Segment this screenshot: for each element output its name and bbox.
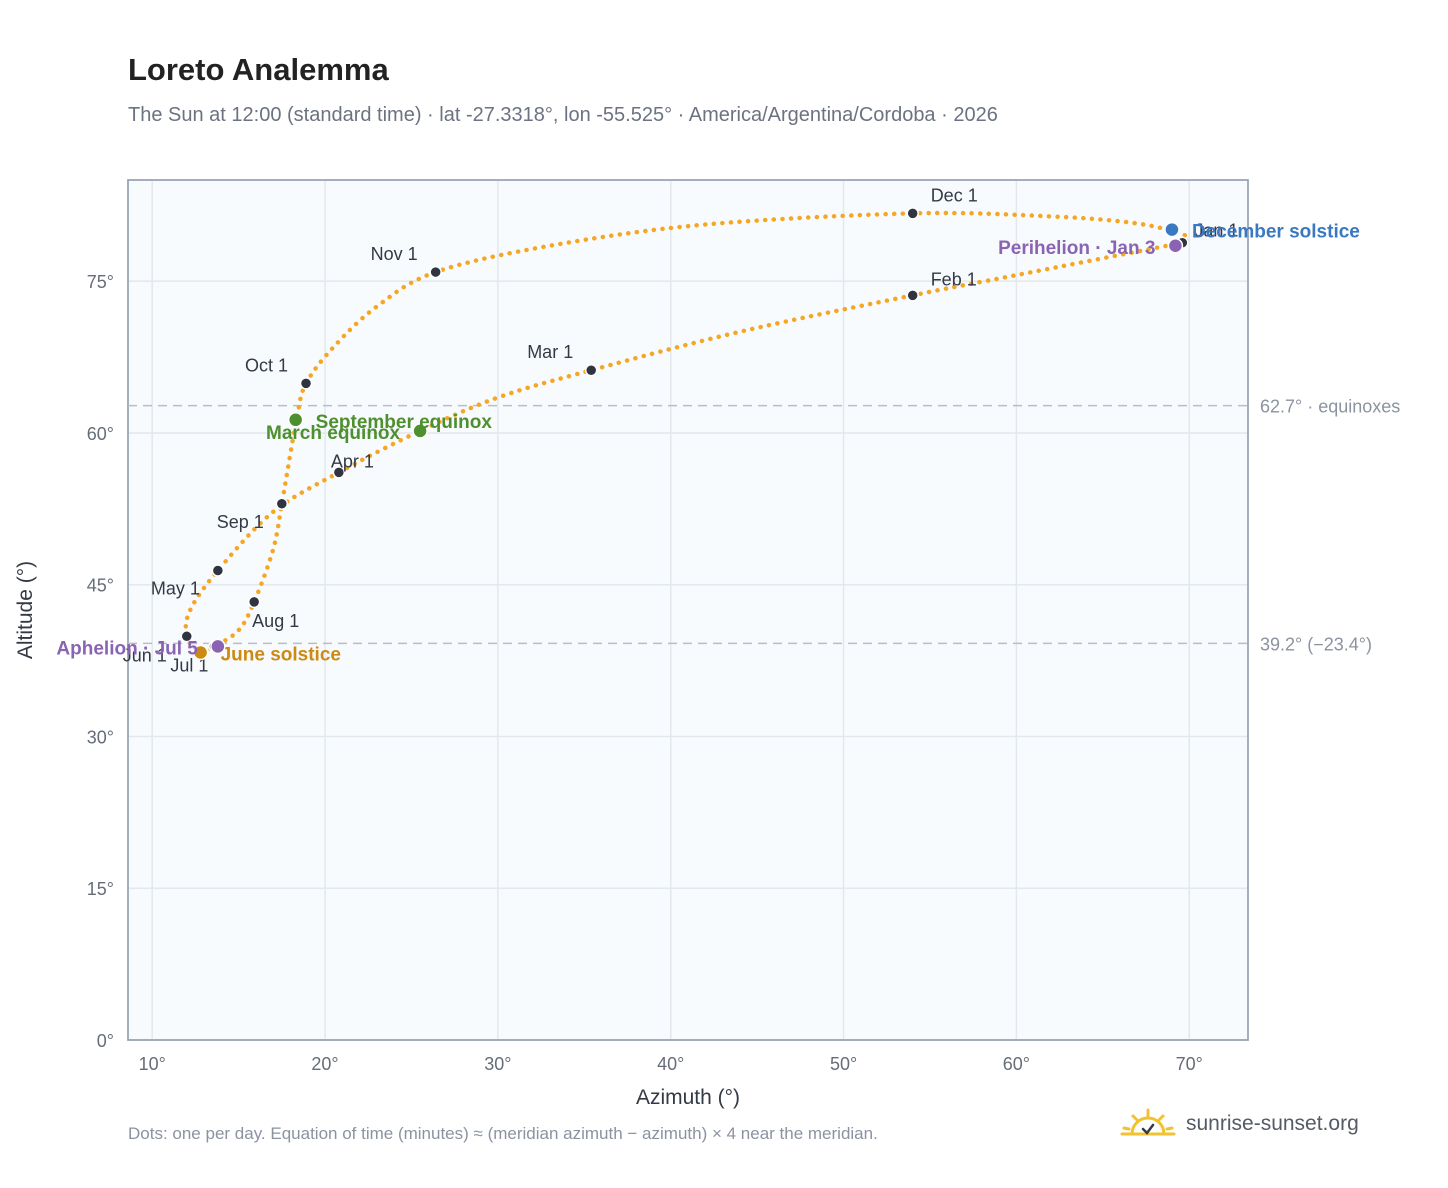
month-marker [906, 289, 919, 302]
event-marker [210, 638, 226, 655]
month-label: Oct 1 [245, 355, 288, 375]
event-label: June solstice [221, 644, 341, 665]
event-marker [192, 644, 209, 661]
month-marker [211, 564, 225, 577]
reference-line-label: 62.7° · equinoxes [1260, 397, 1400, 417]
month-marker [906, 207, 919, 220]
y-tick-label: 0° [97, 1031, 114, 1051]
x-tick-label: 50° [830, 1054, 857, 1074]
month-label: Jan 1 [1194, 221, 1238, 241]
month-marker [247, 595, 261, 609]
x-axis-title: Azimuth (°) [636, 1086, 740, 1109]
y-axis-title: Altitude (°) [14, 561, 37, 659]
month-label: Jul 1 [170, 655, 208, 675]
event-marker [287, 412, 304, 428]
event-marker [1164, 221, 1180, 238]
x-tick-label: 60° [1003, 1054, 1030, 1074]
event-marker [1167, 238, 1184, 254]
month-label: Aug 1 [252, 611, 299, 631]
month-label: Apr 1 [331, 451, 374, 471]
month-label: May 1 [151, 579, 200, 599]
y-tick-label: 15° [87, 879, 114, 899]
chart-title: Loreto Analemma [128, 52, 389, 87]
y-tick-label: 30° [87, 727, 114, 747]
month-label: Nov 1 [371, 244, 418, 264]
month-label: Feb 1 [931, 269, 977, 289]
month-marker [299, 377, 313, 390]
month-label: Dec 1 [931, 185, 978, 205]
event-label: March equinox [266, 423, 401, 444]
brand-name: sunrise-sunset.org [1186, 1112, 1359, 1135]
brand[interactable]: sunrise-sunset.org [1120, 1104, 1359, 1144]
x-tick-label: 10° [139, 1054, 166, 1074]
sun-logo-icon [1120, 1108, 1176, 1136]
event-marker [412, 423, 428, 439]
footnote: Dots: one per day. Equation of time (min… [128, 1124, 878, 1143]
month-marker [584, 363, 598, 377]
chart-subtitle: The Sun at 12:00 (standard time) · lat -… [128, 104, 998, 126]
x-tick-label: 70° [1176, 1054, 1203, 1074]
event-label: December solstice [1192, 222, 1360, 243]
plot-area [128, 180, 1248, 1040]
y-tick-label: 60° [87, 424, 114, 444]
plot-frame [127, 179, 1249, 1041]
month-label: Sep 1 [217, 512, 264, 532]
month-marker [429, 265, 442, 279]
event-label: September equinox [316, 412, 493, 433]
x-tick-label: 20° [311, 1054, 338, 1074]
month-marker [275, 497, 289, 511]
event-label: Aphelion · Jul 5 [56, 638, 198, 659]
month-label: Jun 1 [123, 645, 167, 665]
x-tick-label: 30° [484, 1054, 511, 1074]
x-tick-label: 40° [657, 1054, 684, 1074]
y-tick-label: 75° [87, 272, 114, 292]
event-label: Perihelion · Jan 3 [998, 238, 1155, 259]
reference-line-label: 39.2° (−23.4°) [1260, 634, 1372, 654]
y-tick-label: 45° [87, 576, 114, 596]
month-marker [180, 630, 194, 643]
month-marker [332, 466, 346, 479]
month-label: Mar 1 [527, 342, 573, 362]
